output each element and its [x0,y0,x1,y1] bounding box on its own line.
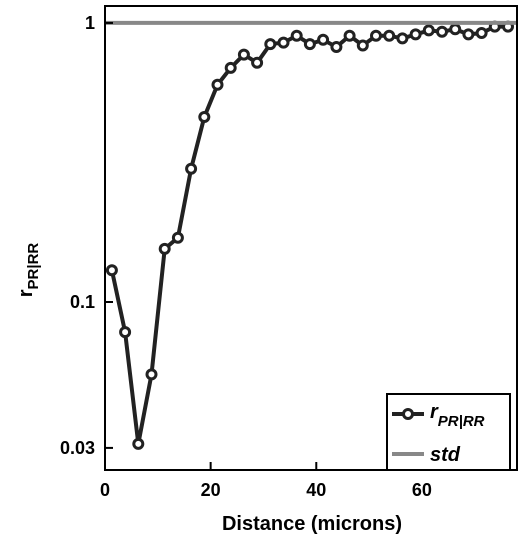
x-tick-label: 0 [100,480,110,500]
data-point [211,78,224,91]
legend: rPR|RR std [386,393,511,471]
legend-box [386,393,511,471]
data-point [409,28,422,41]
data-point [145,368,158,381]
y-axis-label-main: r [15,289,37,297]
data-point [264,38,277,51]
y-axis-label: rPR|RR [15,243,42,298]
data-point [158,242,171,255]
x-axis-label: Distance (microns) [222,513,402,535]
x-tick-label: 60 [412,480,432,500]
data-point [317,33,330,46]
plot-frame [104,5,518,471]
legend-label-series-1-main: r [430,401,439,423]
y-tick-label: 0.03 [60,438,95,458]
data-point [237,48,250,61]
data-point [475,27,488,39]
y-axis-label-sub: PR|RR [25,243,42,290]
data-point [224,61,237,74]
data-point [132,437,145,450]
legend-label-series-1-sub: PR|RR [438,413,485,430]
axes: 0 20 40 60 0.03 0.1 1 [60,5,518,500]
data-point [370,29,382,42]
data-point [185,162,198,175]
data-point [383,29,396,42]
data-point [251,56,264,69]
y-tick-label: 1 [85,13,95,33]
x-tick-label: 40 [306,480,326,500]
data-point [436,25,448,38]
plot-area [105,20,517,450]
data-point [356,39,369,52]
data-point [198,111,211,123]
data-point [290,29,303,42]
legend-label-series-2: std [430,444,461,466]
x-tick-label: 20 [201,480,221,500]
series-line-1 [109,24,508,445]
data-point [277,36,290,49]
legend-label-series-1: rPR|RR [430,401,485,430]
data-point [119,326,132,339]
data-point [462,28,475,41]
data-point [343,29,356,42]
data-point [449,23,462,36]
data-point [330,41,343,53]
legend-marker-series-1 [402,408,414,420]
data-point [396,32,409,45]
data-point [422,24,435,37]
data-point [303,38,316,51]
y-tick-label: 0.1 [70,292,95,312]
data-point [171,231,184,244]
data-point [105,264,118,277]
